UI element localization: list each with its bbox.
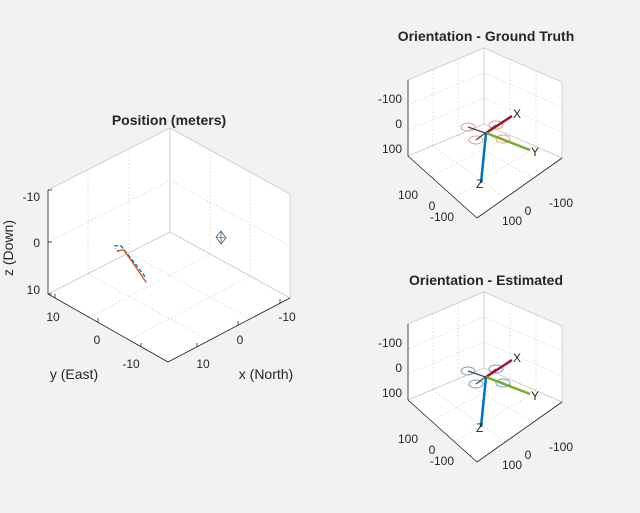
orientation-estimated-xtick: 100 (502, 458, 522, 472)
orientation-estimated-ztick: -100 (378, 336, 402, 350)
orientation-truth-title: Orientation - Ground Truth (398, 28, 575, 44)
orientation-estimated-ztick: 100 (382, 386, 402, 400)
estimated-trajectory-line (113, 245, 146, 278)
position-ylabel: y (East) (50, 366, 98, 382)
position-xtick-label: 10 (196, 357, 210, 371)
orientation-estimated-title: Orientation - Estimated (409, 272, 563, 288)
orientation-truth-ztick: 0 (395, 117, 402, 131)
rotor-ring (468, 379, 484, 389)
rotor-ring (495, 378, 511, 388)
orientation-estimated-xtick: 0 (525, 448, 532, 462)
x-axis-arrow (485, 358, 513, 379)
true-trajectory-line (116, 249, 147, 283)
orientation-truth-x-axis (476, 157, 563, 219)
position-ztick-label: 0 (33, 236, 40, 250)
rotor-ring (495, 134, 511, 144)
orientation-estimated-ytick: -100 (430, 454, 454, 468)
orientation-estimated-xtick: -100 (549, 440, 573, 454)
x-axis-arrow (485, 114, 513, 135)
position-ztick-label: -10 (23, 190, 41, 204)
position-xlabel: x (North) (239, 366, 293, 382)
rotor-ring (460, 122, 476, 132)
z-arrow-label: Z (476, 421, 483, 435)
position-xtick-label: -10 (278, 310, 296, 324)
rotor-ring (488, 364, 504, 374)
rotor-ring (460, 366, 476, 376)
orientation-truth-xtick: 0 (525, 204, 532, 218)
y-axis-arrow (485, 131, 531, 152)
orientation-truth-ytick: -100 (430, 210, 454, 224)
orientation-estimated-x-axis (476, 401, 563, 463)
position-title: Position (meters) (112, 112, 226, 128)
orientation-estimated-drone: X Y Z (460, 351, 539, 435)
rotor-ring (488, 120, 504, 130)
x-arrow-label: X (513, 351, 521, 365)
rotor-ring (468, 135, 484, 145)
position-zlabel: z (Down) (0, 220, 16, 276)
y-arrow-label: Y (531, 145, 539, 159)
position-series-group (113, 245, 147, 283)
orientation-estimated-plot: Orientation - Estimated -100 0 100 100 0… (378, 272, 573, 472)
orientation-truth-xtick: -100 (549, 196, 573, 210)
orientation-truth-plot: Orientation - Ground Truth -100 0 100 10… (378, 28, 574, 228)
x-arrow-label: X (513, 107, 521, 121)
z-arrow-label: Z (476, 177, 483, 191)
position-plot: Position (meters) (0, 112, 296, 382)
position-ytick-label: 10 (46, 310, 60, 324)
orientation-estimated-y-axis (407, 399, 478, 463)
position-xtick-label: 0 (237, 333, 244, 347)
position-ytick-label: -10 (122, 357, 140, 371)
z-axis-arrow (479, 376, 488, 428)
orientation-estimated-ytick: 0 (429, 443, 436, 457)
orientation-estimated-ztick: 0 (395, 361, 402, 375)
position-ticks (48, 189, 281, 347)
position-drone-marker (215, 230, 227, 245)
orientation-truth-ytick: 100 (398, 188, 418, 202)
orientation-truth-ztick: -100 (378, 92, 402, 106)
position-ztick-label: 10 (27, 283, 41, 297)
position-x-axis (167, 297, 291, 363)
orientation-truth-grid (407, 59, 563, 199)
orientation-truth-ztick: 100 (382, 142, 402, 156)
orientation-truth-y-axis (407, 155, 478, 219)
y-axis-arrow (485, 375, 531, 396)
orientation-estimated-grid (407, 303, 563, 443)
orientation-truth-xtick: 100 (502, 214, 522, 228)
orientation-estimated-ytick: 100 (398, 432, 418, 446)
z-axis-arrow (479, 132, 488, 184)
orientation-truth-drone: X Y Z (460, 107, 539, 191)
y-arrow-label: Y (531, 389, 539, 403)
position-ytick-label: 0 (94, 333, 101, 347)
orientation-truth-ytick: 0 (429, 199, 436, 213)
position-y-axis (47, 293, 169, 363)
